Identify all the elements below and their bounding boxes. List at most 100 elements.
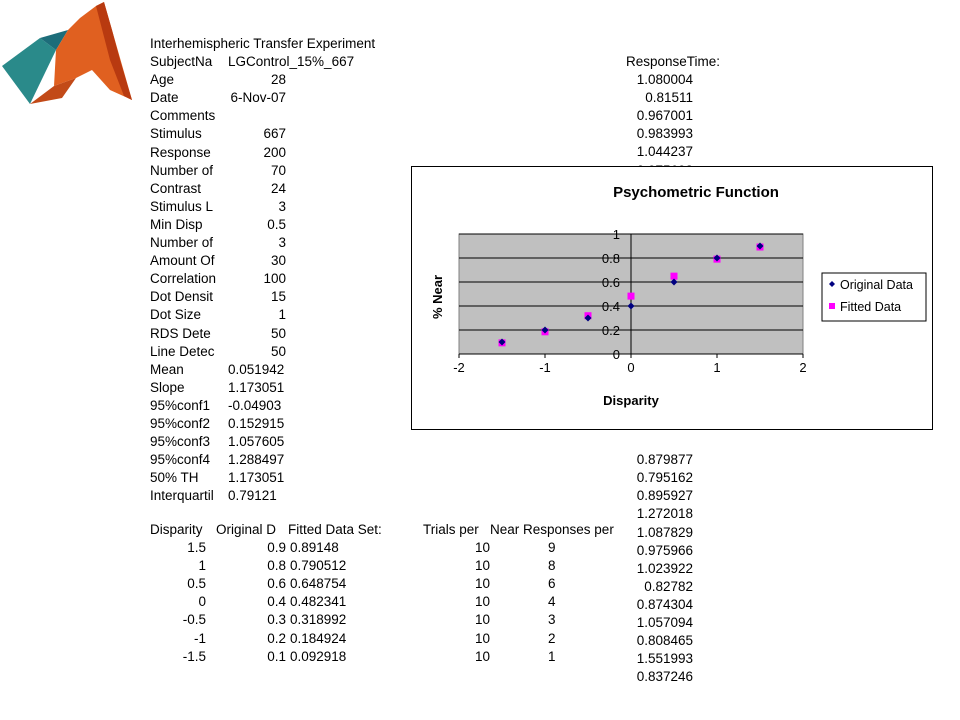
row-original: 0.4 xyxy=(267,594,286,610)
param-value: 3 xyxy=(278,198,286,214)
param-label: RDS Dete xyxy=(150,325,211,341)
original-data-point xyxy=(584,314,592,322)
y-tick-label: 1 xyxy=(613,227,620,242)
response-time-value: 0.975966 xyxy=(636,542,693,558)
param-label: Comments xyxy=(150,108,216,124)
row-fitted: 0.092918 xyxy=(290,648,347,664)
row-near: 9 xyxy=(548,540,556,555)
row-trials: 10 xyxy=(474,612,490,628)
param-value: 70 xyxy=(270,162,286,178)
param-value: 0.5 xyxy=(267,216,286,232)
param-value: 667 xyxy=(263,126,286,142)
response-time-value: 0.808465 xyxy=(636,633,693,649)
row-disparity: 0 xyxy=(198,594,206,610)
row-trials: 10 xyxy=(474,558,490,574)
row-fitted: 0.790512 xyxy=(290,558,347,574)
param-label: Age xyxy=(150,72,175,88)
row-trials: 10 xyxy=(474,576,490,592)
x-tick-label: -2 xyxy=(453,360,465,375)
row-near: 1 xyxy=(548,648,556,664)
row-trials: 10 xyxy=(474,540,490,555)
chart-panel: Psychometric Function 0 0.2 0.4 0.6 0.8 1 -2 -1 0… xyxy=(411,166,933,430)
response-time-value: 0.795162 xyxy=(636,470,693,486)
x-tick-label: -1 xyxy=(539,360,551,375)
row-original: 0.2 xyxy=(267,630,286,646)
param-label: 95%conf1 xyxy=(150,397,211,413)
param-label: Dot Size xyxy=(150,307,202,323)
param-value: 0.152915 xyxy=(228,416,285,431)
param-label: Correlation xyxy=(150,271,217,287)
response-time-value: 0.82782 xyxy=(644,578,693,594)
param-value: 3 xyxy=(278,235,286,250)
row-disparity: 1 xyxy=(198,558,206,574)
param-value: 50 xyxy=(270,343,286,359)
param-label: Response xyxy=(150,144,211,160)
response-time-value: 0.837246 xyxy=(636,669,693,685)
original-data-point xyxy=(756,242,764,250)
param-label: Interquartil xyxy=(150,488,214,504)
row-fitted: 0.318992 xyxy=(290,612,347,628)
response-time-value: 1.551993 xyxy=(636,651,693,667)
row-near: 4 xyxy=(548,594,556,610)
y-tick-label: 0.2 xyxy=(602,323,620,338)
param-value: 1.173051 xyxy=(228,379,285,395)
response-time-value: 0.983993 xyxy=(636,126,693,142)
header-disparity: Disparity xyxy=(150,522,203,537)
param-label: Stimulus xyxy=(150,126,202,142)
param-value: 1.288497 xyxy=(228,452,285,468)
x-tick-label: 1 xyxy=(713,360,720,375)
row-near: 2 xyxy=(548,630,556,646)
original-data-point xyxy=(627,302,635,310)
row-original: 0.1 xyxy=(267,648,286,664)
param-value: 0.051942 xyxy=(228,361,285,377)
param-value: 1.057605 xyxy=(228,434,285,450)
row-fitted: 0.89148 xyxy=(290,540,339,555)
param-value xyxy=(200,107,286,125)
param-label: 95%conf2 xyxy=(150,416,211,431)
fitted-data-point xyxy=(627,292,635,300)
param-label: Mean xyxy=(150,361,184,377)
response-time-value: 0.874304 xyxy=(636,596,693,612)
param-label: Stimulus L xyxy=(150,198,214,214)
param-value: 100 xyxy=(263,271,286,287)
response-time-value: 1.272018 xyxy=(636,506,693,522)
x-axis-label: Disparity xyxy=(603,393,659,408)
row-disparity: -0.5 xyxy=(182,612,206,628)
legend-box xyxy=(821,272,927,322)
original-data-point xyxy=(541,326,549,334)
row-fitted: 0.648754 xyxy=(290,576,347,592)
response-time-value: 1.044237 xyxy=(636,144,693,160)
param-value: 0.79121 xyxy=(228,488,277,504)
y-axis-label: % Near xyxy=(430,275,445,319)
param-label: Dot Densit xyxy=(150,289,214,305)
param-value: 28 xyxy=(270,72,286,88)
row-fitted: 0.482341 xyxy=(290,594,347,610)
y-tick-label: 0.6 xyxy=(602,275,620,290)
response-time-value: 0.895927 xyxy=(636,488,693,504)
row-trials: 10 xyxy=(474,594,490,610)
response-time-header: ResponseTime: xyxy=(626,54,721,69)
chart-title: Psychometric Function xyxy=(613,184,779,201)
fitted-data-point xyxy=(670,272,678,280)
param-value: 200 xyxy=(263,144,286,160)
param-label: 95%conf4 xyxy=(150,452,211,468)
original-data-point xyxy=(713,254,721,262)
param-label: Number of xyxy=(150,162,214,178)
matlab-logo-icon xyxy=(2,2,132,104)
response-time-value: 0.81511 xyxy=(645,90,693,106)
row-original: 0.3 xyxy=(267,612,286,628)
row-near: 3 xyxy=(548,612,556,628)
response-time-value: 0.879877 xyxy=(636,452,693,468)
legend-marker-fitted xyxy=(829,303,835,309)
response-time-value: 0.967001 xyxy=(636,108,693,124)
sheet-title: Interhemispheric Transfer Experiment xyxy=(150,36,376,51)
param-label: 50% TH xyxy=(150,470,199,486)
param-label: Slope xyxy=(150,379,185,395)
y-tick-label: 0 xyxy=(613,347,620,362)
param-value: 24 xyxy=(270,180,286,196)
row-fitted: 0.184924 xyxy=(290,630,347,646)
row-disparity: -1 xyxy=(193,630,206,646)
param-value: 1 xyxy=(278,307,286,323)
param-label: Contrast xyxy=(150,180,202,196)
header-original: Original D xyxy=(216,522,277,537)
